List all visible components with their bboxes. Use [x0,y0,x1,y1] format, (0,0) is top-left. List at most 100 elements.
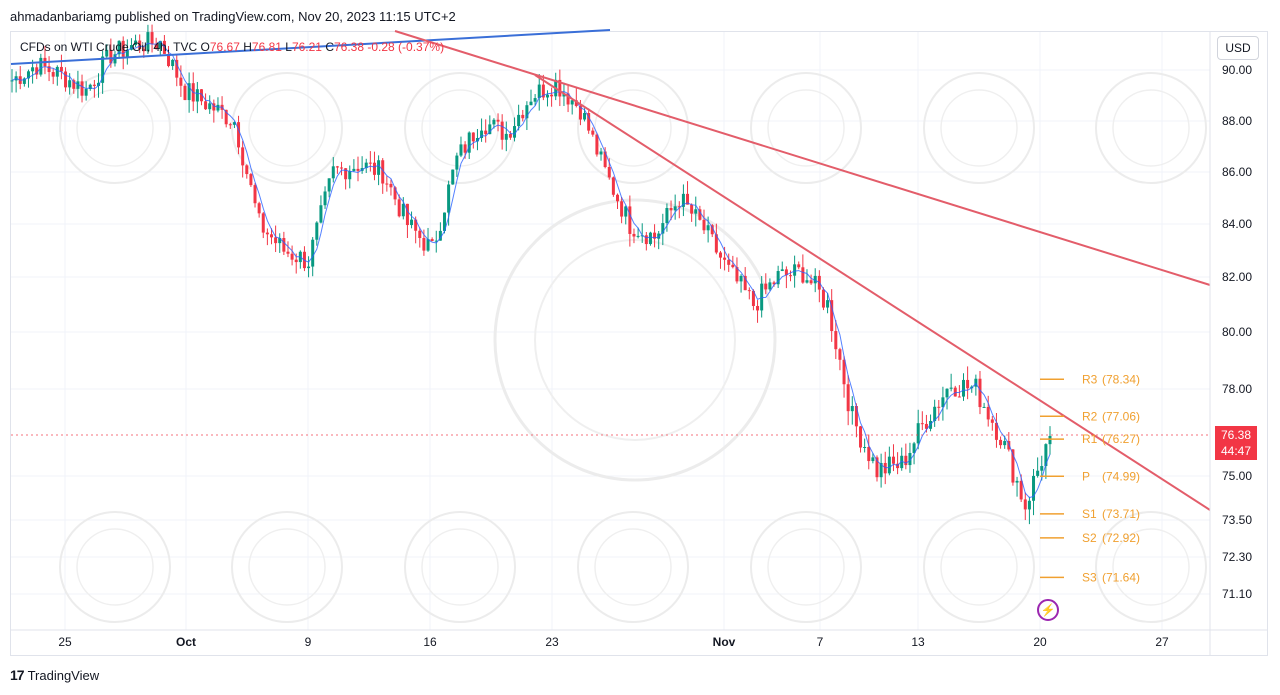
candle-body [290,253,294,260]
candle-body [838,349,842,360]
candle-body [492,119,496,125]
candle-body [146,32,150,52]
candle-body [1003,441,1007,446]
candle-body [187,83,191,101]
candle-body [698,209,702,220]
candle-body [426,239,430,251]
candle-body [657,233,661,239]
candle-body [179,77,183,86]
candle-body [257,203,261,214]
pivot-label-r1: R1 [1082,432,1098,446]
chart-frame[interactable] [10,31,1268,656]
pivot-value-r1: (76.27) [1102,432,1140,446]
candle-body [1044,444,1048,467]
low-value: 76.21 [291,40,322,54]
candle-body [846,384,850,412]
symbol-legend[interactable]: CFDs on WTI Crude Oil, 4h, TVC O76.67 H7… [20,40,444,54]
price-tick-label: 82.00 [1222,270,1252,284]
candle-body [504,133,508,140]
candle-body [97,82,100,86]
candle-body [974,378,978,387]
candle-body [978,378,982,408]
candle-body [175,59,179,78]
currency-button[interactable]: USD [1217,36,1259,60]
moving-average-layer [11,40,1051,499]
candle-body [821,289,825,308]
candle-body [1015,480,1019,483]
candle-body [397,199,401,217]
candle-body [381,160,385,184]
candle-body [101,56,105,83]
watermark-circle-inner [1112,89,1190,167]
candle-body [430,239,434,242]
candle-body [982,406,986,408]
candle-body [109,49,113,64]
price-tick-label: 80.00 [1222,325,1252,339]
watermark-circle-inner [767,89,845,167]
candle-body [521,114,525,119]
candle-body [529,101,533,106]
candle-body [55,66,59,77]
brand-name: TradingView [27,667,100,683]
candle-body [335,166,339,168]
candle-body [669,207,673,211]
candle-body [488,124,492,135]
candle-body [702,219,706,231]
candle-body [134,40,138,46]
candle-body [475,137,479,142]
time-tick-label: 7 [817,635,824,649]
price-tick-label: 78.00 [1222,382,1252,396]
candle-body [706,225,710,231]
candle-body [937,406,941,408]
candle-body [364,162,368,169]
candle-body [681,193,685,207]
footer-brand[interactable]: 17 TradingView [10,667,99,683]
candle-body [863,446,867,448]
lightning-icon[interactable]: ⚡ [1037,599,1059,621]
candle-body [949,387,953,389]
candle-body [129,45,133,50]
candle-body [690,204,694,214]
candle-body [270,234,273,238]
candle-body [578,105,582,120]
candle-body [809,280,813,284]
candle-body [348,170,352,180]
candle-body [854,406,858,427]
pivot-label-p: P [1082,469,1090,483]
watermark-circle [59,72,171,184]
time-tick-label: Oct [176,635,196,649]
candle-body [232,122,236,125]
candle-body [331,166,335,179]
candle-body [714,234,718,253]
candle-body [632,233,636,237]
candle-body [88,84,92,90]
candle-body [789,275,792,277]
candle-body [22,78,26,84]
price-tick-label: 90.00 [1222,63,1252,77]
candle-body [541,84,545,98]
candle-body [1023,499,1027,510]
candle-body [51,72,55,77]
candle-body [1011,449,1015,483]
watermark-circle-inner [76,89,154,167]
candle-body [344,168,348,180]
pivot-layer: R3 (78.34) R2 (77.06) R1 (76.27) P (74.99) S1 (73… [1040,372,1140,584]
watermark-circle [231,511,343,623]
candle-body [451,169,455,185]
candle-body [393,187,397,200]
watermark-layer [59,72,1207,623]
candle-body [35,67,39,75]
change-value: -0.28 (-0.37%) [367,40,445,54]
candle-body [879,462,883,478]
pivot-value-s1: (73.71) [1102,507,1140,521]
candle-body [26,71,30,79]
candle-body [1040,466,1044,471]
candle-body [315,222,319,240]
candle-body [957,396,961,398]
candle-body [735,267,739,282]
close-value: 76.38 [334,40,365,54]
pivot-value-s3: (71.64) [1102,570,1140,584]
candle-body [747,290,751,292]
candle-body [871,457,875,462]
